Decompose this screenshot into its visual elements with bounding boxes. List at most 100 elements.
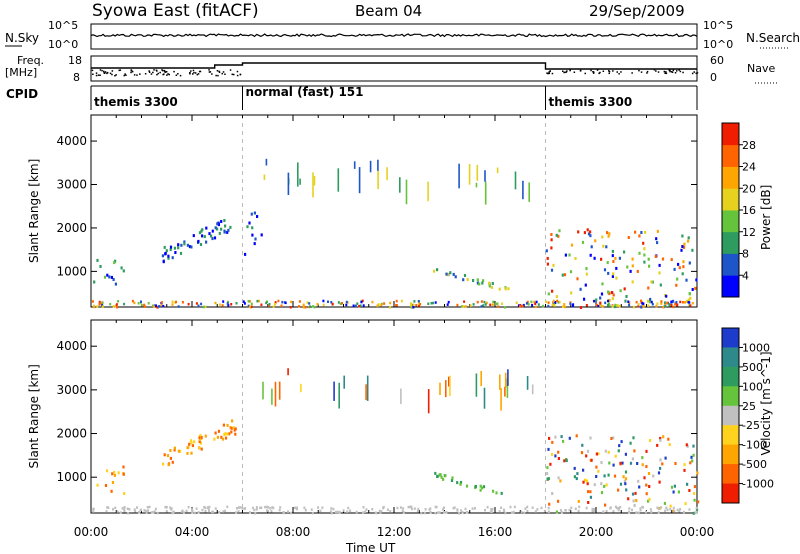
echo-cell xyxy=(266,509,268,512)
echo-cell xyxy=(608,299,611,302)
echo-cell xyxy=(587,232,591,236)
nave-dot xyxy=(106,71,109,74)
nave-dot xyxy=(231,73,233,76)
echo-cell xyxy=(593,510,596,513)
nave-dot xyxy=(218,70,220,73)
echo-cell xyxy=(612,436,615,440)
nave-dot xyxy=(640,71,643,73)
echo-cell xyxy=(557,234,560,238)
echo-cell xyxy=(169,456,172,460)
echo-cell xyxy=(442,506,445,509)
echo-cell xyxy=(607,271,610,275)
echo-cell xyxy=(651,280,654,284)
echo-cell xyxy=(628,507,631,510)
echo-cell xyxy=(242,300,245,303)
echo-cell xyxy=(190,441,193,445)
colorbar-segment xyxy=(722,386,739,407)
echo-cell xyxy=(692,511,695,515)
echo-cell xyxy=(415,304,418,307)
echo-cell xyxy=(197,511,200,514)
nave-dot xyxy=(691,72,694,75)
echo-cell xyxy=(587,490,590,494)
echo-cell xyxy=(562,305,564,308)
echo-cell xyxy=(177,305,180,308)
echo-cell xyxy=(591,509,594,513)
echo-cell xyxy=(224,509,227,513)
echo-cell xyxy=(432,301,434,305)
echo-cell xyxy=(629,441,632,445)
echo-cell xyxy=(586,482,589,486)
nave-dot xyxy=(592,72,595,74)
nave-dot xyxy=(671,71,674,73)
echo-cell xyxy=(217,221,220,225)
echo-cell xyxy=(498,510,501,513)
echo-cell xyxy=(304,508,307,512)
echo-cell xyxy=(253,211,256,215)
echo-cell xyxy=(333,381,335,401)
echo-cell xyxy=(456,481,459,485)
echo-cell xyxy=(579,306,583,309)
echo-cell xyxy=(495,491,498,495)
colorbar-tick-label: 500 xyxy=(742,361,763,374)
echo-cell xyxy=(559,509,562,512)
echo-cell xyxy=(640,231,643,234)
echo-cell xyxy=(150,511,153,514)
panel-frame xyxy=(90,114,698,308)
echo-cell xyxy=(602,244,605,248)
echo-cell xyxy=(644,230,647,234)
echo-cell xyxy=(443,511,446,514)
echo-cell xyxy=(694,286,697,290)
velocity-panel: 1000 2000 3000 4000 Slant Range [km] 1000 500 1… xyxy=(27,319,774,515)
echo-cell xyxy=(601,235,604,239)
nave-dot xyxy=(156,73,158,76)
echo-cell xyxy=(227,300,229,304)
echo-cell xyxy=(256,215,259,218)
echo-cell xyxy=(336,510,339,514)
echo-cell xyxy=(655,304,658,308)
echo-cell xyxy=(689,304,692,307)
echo-cell xyxy=(341,302,343,305)
echo-cell xyxy=(491,303,494,306)
panel-frame xyxy=(90,319,698,514)
nave-dot xyxy=(163,73,165,75)
echo-cell xyxy=(645,492,648,496)
nave-dot xyxy=(236,70,239,73)
colorbar-segment xyxy=(722,210,739,233)
echo-cell xyxy=(659,458,662,462)
nave-dot xyxy=(91,69,94,72)
echo-cell xyxy=(188,245,192,249)
echo-cell xyxy=(615,266,618,270)
echo-cell xyxy=(572,303,575,306)
echo-cell xyxy=(171,256,174,260)
echo-cell xyxy=(185,509,188,513)
nave-dot xyxy=(189,73,191,75)
colorbar-segment xyxy=(722,188,739,211)
echo-cell xyxy=(536,508,539,511)
echo-cell xyxy=(379,511,382,514)
echo-cell xyxy=(641,505,644,509)
echo-cell xyxy=(482,279,485,283)
echo-cell xyxy=(697,500,700,504)
echo-cell xyxy=(139,508,142,512)
echo-cell xyxy=(589,230,592,234)
colorbar-segment xyxy=(722,483,739,504)
echo-cell xyxy=(640,299,642,303)
echo-cell xyxy=(355,510,358,514)
echo-cell xyxy=(380,303,383,307)
echo-cell xyxy=(617,506,620,510)
nave-dot xyxy=(161,69,164,72)
nave-dot xyxy=(92,73,94,75)
echo-cell xyxy=(171,460,174,464)
echo-cell xyxy=(462,305,465,308)
echo-cell xyxy=(553,304,556,307)
echo-cell xyxy=(345,303,348,307)
noise-panel-frame xyxy=(90,23,698,50)
echo-cell xyxy=(568,436,571,440)
echo-cell xyxy=(123,492,126,496)
echo-cell xyxy=(613,474,617,478)
echo-cell xyxy=(674,302,677,306)
nave-dot xyxy=(163,69,166,72)
echo-cell xyxy=(269,507,272,510)
echo-cell xyxy=(91,300,94,303)
echo-cell xyxy=(172,510,175,514)
